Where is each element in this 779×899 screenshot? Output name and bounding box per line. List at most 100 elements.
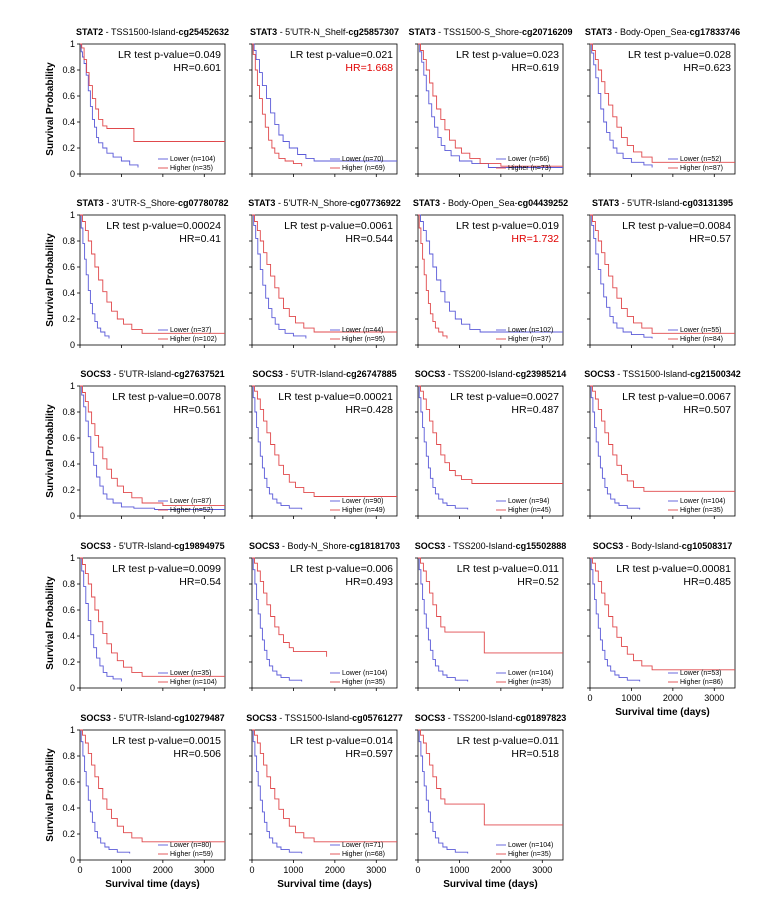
plot-frame bbox=[417, 214, 564, 346]
curve-lower bbox=[252, 729, 303, 854]
km-panel: STAT3 - Body-Open_Sea-cg17833746 LR test … bbox=[585, 27, 740, 177]
y-tick-label: 1 bbox=[70, 553, 75, 563]
plot-frame bbox=[79, 385, 226, 517]
panel-gene: SOCS3 bbox=[415, 541, 446, 551]
panel-probe: cg04439252 bbox=[518, 198, 569, 208]
hr-text: HR=0.41 bbox=[179, 233, 221, 245]
legend-lower: Lower (n=55) bbox=[680, 327, 721, 334]
x-axis-label: Survival time (days) bbox=[615, 707, 709, 718]
x-tick-label: 0 bbox=[587, 693, 592, 703]
legend-lower: Lower (n=104) bbox=[508, 842, 553, 849]
km-panel: SOCS3 - TSS200-Island-cg01897823 0 1000 200… bbox=[415, 713, 566, 890]
pvalue-text: LR test p-value=0.0084 bbox=[622, 220, 731, 232]
x-tick-label: 0 bbox=[249, 865, 254, 875]
hr-text: HR=1.732 bbox=[511, 233, 559, 245]
km-panel: SOCS3 - TSS200-Island-cg23985214 LR test … bbox=[415, 369, 566, 519]
curve-higher bbox=[80, 43, 225, 142]
legend-higher: Higher (n=35) bbox=[342, 679, 385, 686]
panel-probe: cg01897823 bbox=[516, 713, 567, 723]
y-tick-label: 1 bbox=[70, 210, 75, 220]
panel-gene: STAT2 bbox=[76, 27, 103, 37]
plot-frame bbox=[417, 43, 564, 175]
km-panel: STAT3 - 5'UTR-Island-cg03131395 LR test p… bbox=[587, 198, 736, 348]
y-tick-label: 1 bbox=[70, 381, 75, 391]
y-tick-label: 0.8 bbox=[62, 751, 75, 761]
legend-higher: Higher (n=87) bbox=[680, 165, 723, 172]
legend-lower: Lower (n=90) bbox=[342, 498, 383, 505]
legend-higher: Higher (n=52) bbox=[170, 507, 213, 514]
pvalue-text: LR test p-value=0.019 bbox=[456, 220, 559, 232]
panel-region: - 5'UTR-N_Shelf- bbox=[277, 27, 348, 37]
legend-higher: Higher (n=104) bbox=[170, 679, 217, 686]
hr-text: HR=0.597 bbox=[345, 748, 393, 760]
y-axis-label: Survival Probability bbox=[45, 233, 56, 327]
y-tick-label: 0.4 bbox=[62, 803, 75, 813]
plot-frame bbox=[589, 385, 736, 517]
curve-higher bbox=[590, 557, 735, 671]
pvalue-text: LR test p-value=0.049 bbox=[118, 49, 221, 61]
panel-title: STAT3 - TSS1500-S_Shore-cg20716209 bbox=[408, 27, 572, 37]
legend-lower: Lower (n=70) bbox=[342, 156, 383, 163]
plot-frame bbox=[251, 43, 398, 175]
panel-title: STAT3 - Body-Open_Sea-cg17833746 bbox=[585, 27, 740, 37]
curve-higher bbox=[252, 214, 397, 333]
pvalue-text: LR test p-value=0.021 bbox=[290, 49, 393, 61]
curve-lower bbox=[80, 43, 139, 168]
plot-frame bbox=[79, 729, 226, 861]
plot-frame bbox=[251, 214, 398, 346]
legend-higher: Higher (n=45) bbox=[508, 507, 551, 514]
legend-lower: Lower (n=104) bbox=[508, 670, 553, 677]
km-panel: SOCS3 - 5'UTR-Island-cg19894975 0 0.2 0.4 0.… bbox=[45, 541, 226, 693]
x-tick-label: 3000 bbox=[704, 693, 724, 703]
x-tick-label: 1000 bbox=[283, 865, 303, 875]
panel-probe: cg07780782 bbox=[178, 198, 229, 208]
panel-region: - 5'UTR-N_Shore- bbox=[275, 198, 350, 208]
panel-title: SOCS3 - TSS200-Island-cg01897823 bbox=[415, 713, 566, 723]
legend-higher: Higher (n=69) bbox=[342, 165, 385, 172]
legend-higher: Higher (n=49) bbox=[342, 507, 385, 514]
y-tick-label: 0 bbox=[70, 169, 75, 179]
panel-gene: STAT3 bbox=[77, 198, 104, 208]
panel-probe: cg19894975 bbox=[174, 541, 225, 551]
legend-lower: Lower (n=71) bbox=[342, 842, 383, 849]
panel-region: - 5'UTR-Island- bbox=[283, 369, 346, 379]
curve-higher bbox=[590, 385, 735, 492]
plot-frame bbox=[417, 557, 564, 689]
panel-title: STAT2 - TSS1500-Island-cg25452632 bbox=[76, 27, 229, 37]
curve-higher bbox=[80, 214, 225, 334]
curve-higher bbox=[418, 43, 563, 167]
hr-text: HR=0.544 bbox=[345, 233, 393, 245]
panel-title: STAT3 - 5'UTR-Island-cg03131395 bbox=[592, 198, 733, 208]
pvalue-text: LR test p-value=0.023 bbox=[456, 49, 559, 61]
panel-title: STAT3 - 5'UTR-N_Shore-cg07736922 bbox=[248, 198, 400, 208]
curve-higher bbox=[80, 385, 225, 507]
pvalue-text: LR test p-value=0.00081 bbox=[616, 563, 731, 575]
plot-frame bbox=[79, 214, 226, 346]
x-tick-label: 0 bbox=[77, 865, 82, 875]
curve-lower bbox=[252, 385, 303, 510]
panel-title: SOCS3 - TSS200-Island-cg15502888 bbox=[415, 541, 566, 551]
y-tick-label: 0.6 bbox=[62, 262, 75, 272]
km-panel: STAT3 - 3'UTR-S_Shore-cg07780782 0 0.2 0.4 0… bbox=[45, 198, 229, 350]
y-tick-label: 0 bbox=[70, 855, 75, 865]
x-tick-label: 2000 bbox=[663, 693, 683, 703]
hr-text: HR=0.52 bbox=[517, 576, 559, 588]
panel-gene: STAT3 bbox=[250, 27, 277, 37]
panel-probe: cg17833746 bbox=[690, 27, 741, 37]
hr-text: HR=0.623 bbox=[683, 62, 731, 74]
panel-title: SOCS3 - TSS1500-Island-cg05761277 bbox=[246, 713, 402, 723]
km-panel: STAT3 - 5'UTR-N_Shelf-cg25857307 LR test … bbox=[249, 27, 399, 177]
legend-lower: Lower (n=104) bbox=[342, 670, 387, 677]
panel-region: - 3'UTR-S_Shore- bbox=[104, 198, 178, 208]
km-panel: SOCS3 - 5'UTR-Island-cg26747885 LR test p… bbox=[249, 369, 398, 519]
pvalue-text: LR test p-value=0.011 bbox=[457, 735, 559, 747]
panel-probe: cg18181703 bbox=[350, 541, 401, 551]
curve-lower bbox=[80, 385, 225, 510]
x-tick-label: 0 bbox=[415, 865, 420, 875]
panel-gene: SOCS3 bbox=[415, 713, 446, 723]
panel-region: - TSS1500-Island- bbox=[277, 713, 352, 723]
panel-probe: cg21500342 bbox=[690, 369, 741, 379]
plot-frame bbox=[589, 43, 736, 175]
curve-lower bbox=[418, 43, 563, 168]
panel-gene: SOCS3 bbox=[246, 713, 277, 723]
